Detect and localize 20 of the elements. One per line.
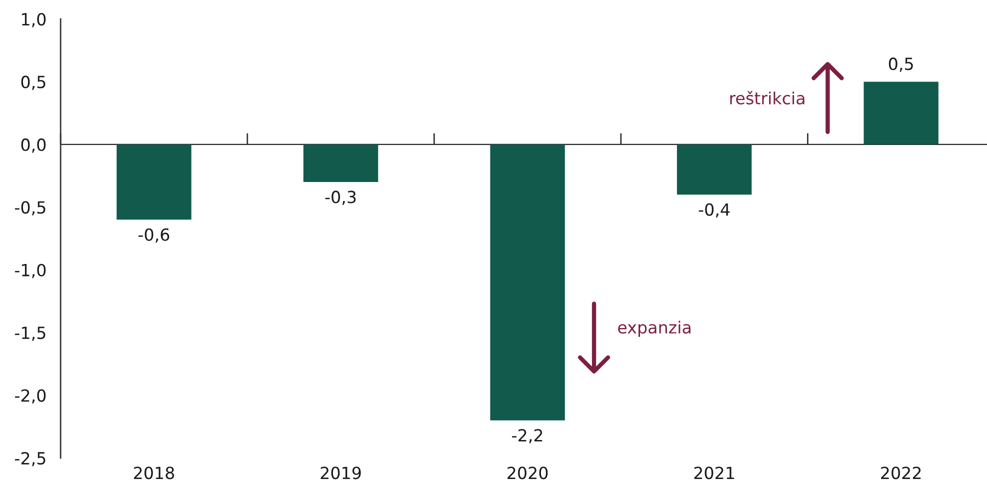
data-label: 0,5 <box>888 58 913 72</box>
y-tick-label: -0,5 <box>15 201 46 216</box>
y-tick-label: -1,5 <box>15 326 46 341</box>
y-tick-label: -1,0 <box>15 264 46 278</box>
x-tick-label: 2020 <box>508 466 548 480</box>
data-label: -0,6 <box>138 228 170 243</box>
data-label: -0,3 <box>325 190 356 205</box>
x-tick-label: 2019 <box>320 466 361 480</box>
y-tick-label: 1,0 <box>22 12 46 28</box>
y-tick-label: 0,5 <box>21 76 46 90</box>
x-tick-label: 2021 <box>694 466 734 480</box>
annotation: expanzia <box>618 320 690 337</box>
y-tick-label: -2,0 <box>15 389 46 404</box>
annotation: reštrikcia <box>730 90 804 104</box>
data-label: -2,2 <box>512 429 542 444</box>
data-label: -0,4 <box>698 203 730 218</box>
y-tick-label: 0,0 <box>21 138 46 153</box>
x-tick-label: 2022 <box>881 466 921 480</box>
y-tick-label: -2,5 <box>15 452 46 466</box>
x-tick-label: 2018 <box>134 466 174 480</box>
